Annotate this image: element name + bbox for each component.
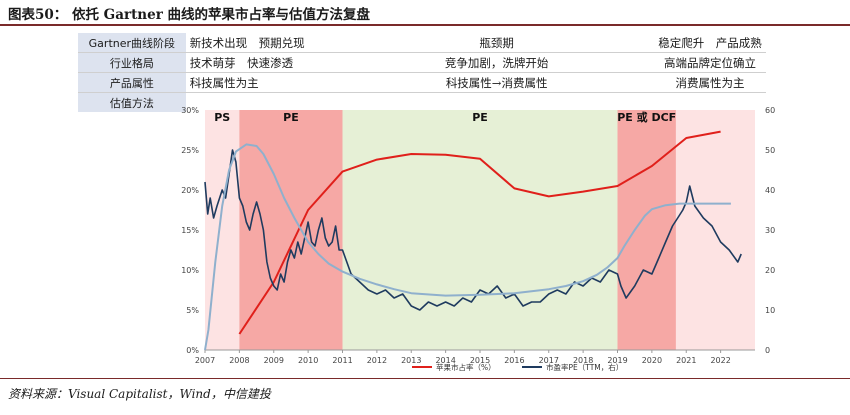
phase-band (675, 110, 755, 350)
gartner-curve-line (204, 143, 731, 351)
y-left-tick-label: 30% (181, 106, 199, 115)
x-tick-label: 2014 (435, 356, 455, 365)
x-tick-label: 2016 (504, 356, 524, 365)
x-tick-label: 2021 (676, 356, 696, 365)
phase-label: PE (283, 111, 299, 124)
x-tick-label: 2019 (607, 356, 627, 365)
cell-middle: 瓶颈期 (339, 33, 655, 53)
phase-band (342, 110, 618, 350)
table-row: 估值方法 (78, 92, 766, 112)
phase-band (617, 110, 676, 350)
source-note: 资料来源：Visual Capitalist，Wind，中信建投 (8, 387, 271, 401)
y-right-tick-label: 30 (765, 226, 775, 235)
cell-early: 科技属性为主 (185, 72, 340, 93)
market-share-line (238, 130, 721, 335)
phase-label: PS (214, 111, 230, 124)
row-label: 行业格局 (78, 52, 186, 73)
cell-middle: 竞争加剧，洗牌开始 (339, 52, 655, 73)
y-left-tick-label: 20% (181, 186, 199, 195)
y-right-tick-label: 40 (765, 186, 775, 195)
x-tick-label: 2015 (470, 356, 490, 365)
cell-late: 稳定爬升 产品成熟 (654, 33, 766, 53)
y-right-tick-label: 20 (765, 266, 775, 275)
x-tick-label: 2012 (367, 356, 387, 365)
cell-late: 高端品牌定位确立 (654, 52, 766, 73)
source-divider (0, 378, 850, 379)
pe-line (204, 149, 742, 311)
table-row: 行业格局 技术萌芽 快速渗透 竞争加剧，洗牌开始 高端品牌定位确立 (78, 52, 766, 73)
row-label: 估值方法 (78, 92, 186, 112)
x-tick-label: 2013 (401, 356, 421, 365)
x-tick-label: 2009 (264, 356, 284, 365)
y-right-tick-label: 50 (765, 146, 775, 155)
y-left-tick-label: 10% (181, 266, 199, 275)
cell-early: 技术萌芽 快速渗透 (185, 52, 340, 73)
y-left-tick-label: 15% (181, 226, 199, 235)
x-tick-label: 2017 (539, 356, 559, 365)
y-left-tick-label: 5% (186, 306, 199, 315)
x-tick-label: 2020 (642, 356, 662, 365)
table-row: Gartner曲线阶段 新技术出现 预期兑现 瓶颈期 稳定爬升 产品成熟 (78, 33, 766, 53)
y-left-tick-label: 25% (181, 146, 199, 155)
cell-early: 新技术出现 预期兑现 (185, 33, 340, 53)
legend-label: 苹果市占率（%） (436, 362, 496, 372)
phase-label: PE 或 DCF (617, 110, 676, 124)
table-row: 产品属性 科技属性为主 科技属性→消费属性 消费属性为主 (78, 72, 766, 93)
y-right-tick-label: 60 (765, 106, 775, 115)
x-tick-label: 2011 (332, 356, 352, 365)
y-left-tick-label: 0% (186, 346, 199, 355)
cell-middle: 科技属性→消费属性 (339, 72, 655, 93)
x-tick-label: 2018 (573, 356, 593, 365)
figure-title: 图表50： 依托 Gartner 曲线的苹果市占率与估值方法复盘 (8, 7, 371, 23)
y-right-tick-label: 0 (765, 346, 770, 355)
stage-table: Gartner曲线阶段 新技术出现 预期兑现 瓶颈期 稳定爬升 产品成熟 行业格… (78, 33, 766, 112)
row-label: Gartner曲线阶段 (78, 33, 186, 53)
x-tick-label: 2010 (298, 356, 318, 365)
x-tick-label: 2007 (195, 356, 215, 365)
phase-label: PE (472, 111, 488, 124)
row-label: 产品属性 (78, 72, 186, 93)
legend-label: 市盈率PE（TTM，右） (546, 362, 623, 372)
title-divider (0, 24, 850, 26)
y-right-tick-label: 10 (765, 306, 775, 315)
x-tick-label: 2008 (229, 356, 249, 365)
x-tick-label: 2022 (710, 356, 730, 365)
cell-late: 消费属性为主 (654, 72, 766, 93)
phase-band (239, 110, 343, 350)
